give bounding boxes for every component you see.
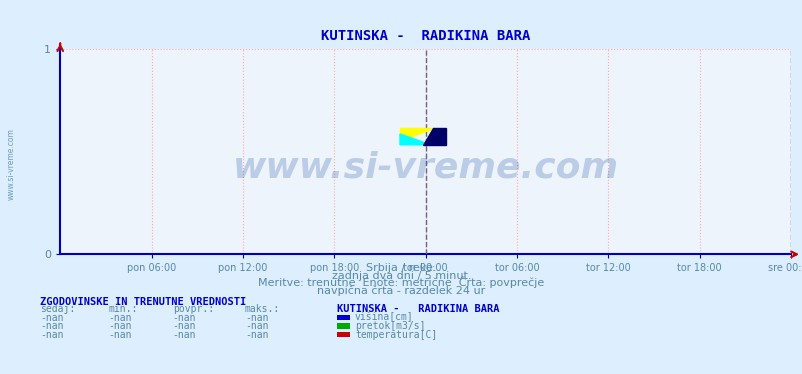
Text: -nan: -nan bbox=[245, 321, 268, 331]
Text: -nan: -nan bbox=[172, 321, 196, 331]
Title: KUTINSKA -  RADIKINA BARA: KUTINSKA - RADIKINA BARA bbox=[321, 29, 529, 43]
Text: -nan: -nan bbox=[40, 313, 63, 322]
Text: maks.:: maks.: bbox=[245, 304, 280, 314]
Polygon shape bbox=[423, 128, 445, 145]
Text: -nan: -nan bbox=[108, 313, 132, 322]
Text: navpična črta - razdelek 24 ur: navpična črta - razdelek 24 ur bbox=[317, 285, 485, 295]
Text: -nan: -nan bbox=[40, 330, 63, 340]
Text: -nan: -nan bbox=[172, 330, 196, 340]
Text: -nan: -nan bbox=[172, 313, 196, 322]
Text: sedaj:: sedaj: bbox=[40, 304, 75, 314]
Text: min.:: min.: bbox=[108, 304, 138, 314]
Text: temperatura[C]: temperatura[C] bbox=[354, 330, 436, 340]
Text: zadnja dva dni / 5 minut.: zadnja dva dni / 5 minut. bbox=[331, 271, 471, 280]
Text: -nan: -nan bbox=[245, 330, 268, 340]
Text: www.si-vreme.com: www.si-vreme.com bbox=[6, 129, 15, 200]
Text: -nan: -nan bbox=[40, 321, 63, 331]
Text: višina[cm]: višina[cm] bbox=[354, 312, 413, 322]
Text: -nan: -nan bbox=[108, 321, 132, 331]
Text: Meritve: trenutne  Enote: metrične  Črta: povprečje: Meritve: trenutne Enote: metrične Črta: … bbox=[258, 276, 544, 288]
Text: Srbija / reke.: Srbija / reke. bbox=[366, 263, 436, 273]
Text: -nan: -nan bbox=[245, 313, 268, 322]
Text: -nan: -nan bbox=[108, 330, 132, 340]
Polygon shape bbox=[399, 128, 433, 141]
Polygon shape bbox=[399, 134, 430, 145]
Text: povpr.:: povpr.: bbox=[172, 304, 213, 314]
Text: www.si-vreme.com: www.si-vreme.com bbox=[233, 151, 618, 185]
Text: ZGODOVINSKE IN TRENUTNE VREDNOSTI: ZGODOVINSKE IN TRENUTNE VREDNOSTI bbox=[40, 297, 246, 307]
Text: KUTINSKA -   RADIKINA BARA: KUTINSKA - RADIKINA BARA bbox=[337, 304, 499, 314]
Text: pretok[m3/s]: pretok[m3/s] bbox=[354, 321, 425, 331]
